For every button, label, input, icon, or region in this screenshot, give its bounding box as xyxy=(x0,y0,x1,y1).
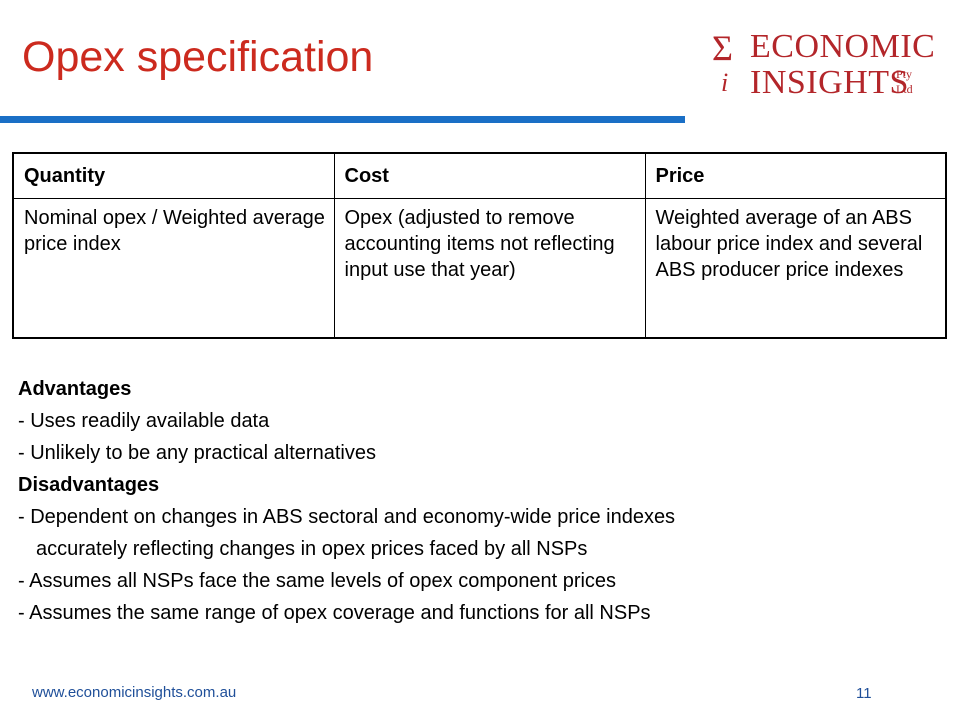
logo-i: i xyxy=(721,68,729,97)
page-number: 11 xyxy=(856,685,872,702)
logo-ltd: Ltd xyxy=(896,82,913,96)
body-text: Advantages - Uses readily available data… xyxy=(18,373,675,629)
opex-spec-table: Quantity Cost Price Nominal opex / Weigh… xyxy=(12,152,947,339)
logo-line-insights: INSIGHTS xyxy=(750,64,909,101)
cell-cost: Opex (adjusted to remove accounting item… xyxy=(333,198,646,339)
header-cost: Cost xyxy=(333,152,646,199)
logo-line-economic: ECONOMIC xyxy=(750,28,936,65)
table-row: Nominal opex / Weighted average price in… xyxy=(12,198,947,339)
disadvantages-heading: Disadvantages xyxy=(18,474,160,496)
disadvantage-item: - Assumes all NSPs face the same levels … xyxy=(18,570,617,592)
table-header-row: Quantity Cost Price xyxy=(12,152,947,199)
slide-title: Opex specification xyxy=(22,33,374,81)
logo-sigma: Σ xyxy=(712,28,733,68)
cell-quantity: Nominal opex / Weighted average price in… xyxy=(12,198,335,339)
disadvantage-item-continuation: accurately reflecting changes in opex pr… xyxy=(36,538,588,560)
advantage-item: - Unlikely to be any practical alternati… xyxy=(18,442,376,464)
cell-price: Weighted average of an ABS labour price … xyxy=(644,198,947,339)
header-quantity: Quantity xyxy=(12,152,335,199)
disadvantage-item: - Dependent on changes in ABS sectoral a… xyxy=(18,506,676,528)
title-rule xyxy=(0,116,685,123)
advantages-heading: Advantages xyxy=(18,378,132,400)
header-price: Price xyxy=(644,152,947,199)
advantage-item: - Uses readily available data xyxy=(18,410,270,432)
footer-url[interactable]: www.economicinsights.com.au xyxy=(32,684,237,701)
disadvantage-item: - Assumes the same range of opex coverag… xyxy=(18,602,651,624)
logo-pty: Pty xyxy=(896,67,913,81)
economic-insights-logo: Σ i ECONOMIC INSIGHTS Pty Ltd xyxy=(712,28,935,102)
